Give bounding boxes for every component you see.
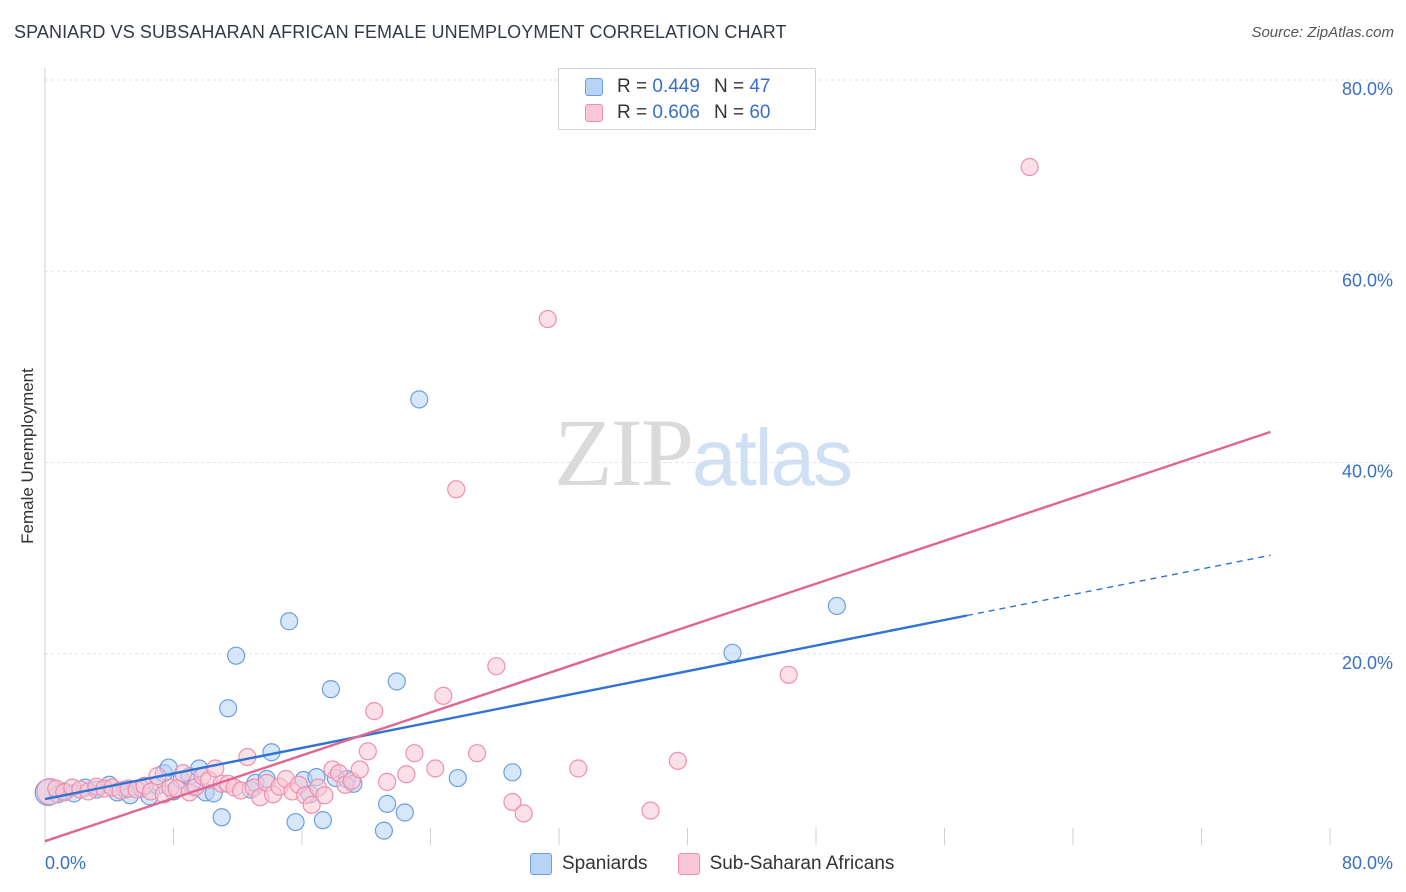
series-legend: Spaniards Sub-Saharan Africans <box>530 852 924 876</box>
subsaharan-point <box>641 801 660 820</box>
chart-title: SPANIARD VS SUBSAHARAN AFRICAN FEMALE UN… <box>14 22 787 42</box>
spaniards-point <box>410 390 429 409</box>
subsaharan-point <box>503 792 522 812</box>
subsaharan-point <box>779 665 798 684</box>
subsaharan-point <box>365 702 384 721</box>
legend-n-label: N = <box>713 76 745 97</box>
spaniards-point <box>219 699 238 718</box>
spaniards-point <box>374 821 394 840</box>
subsaharan-point <box>315 786 334 805</box>
legend-row-subsaharan: R = 0.606 N = 60 <box>585 100 770 126</box>
subsaharan-point <box>397 765 416 784</box>
subsaharan-point <box>467 744 487 763</box>
series-swatch-pink <box>677 853 700 875</box>
spaniards-point <box>503 763 522 782</box>
spaniards-point <box>723 643 742 662</box>
legend-n-label: N = <box>713 102 745 123</box>
spaniards-point <box>313 811 332 830</box>
y-tick-label: 40.0% <box>1342 462 1393 482</box>
x-tick-label: 80.0% <box>1342 853 1393 873</box>
watermark-atlas: atlas <box>692 413 853 502</box>
legend-n-value: 60 <box>749 102 771 123</box>
series-name-subsaharan: Sub-Saharan Africans <box>709 853 895 874</box>
source-credit: Source: ZipAtlas.com <box>1251 24 1394 41</box>
spaniards-point <box>448 768 467 788</box>
spaniards-point <box>395 803 414 822</box>
legend-r-value: 0.606 <box>652 102 700 123</box>
zipatlas-watermark: ZIPatlas <box>554 405 853 502</box>
y-tick-label: 20.0% <box>1342 653 1393 673</box>
subsaharan-point <box>426 759 445 778</box>
legend-row-spaniards: R = 0.449 N = 47 <box>585 74 770 100</box>
subsaharan-point <box>405 744 424 763</box>
spaniards-trendline <box>44 614 968 801</box>
subsaharan-point <box>514 804 533 823</box>
subsaharan-point <box>302 795 321 814</box>
subsaharan-point <box>378 772 397 791</box>
spaniards-point <box>280 612 299 631</box>
spaniards-trendline-extension <box>966 554 1271 617</box>
watermark-zip: ZIP <box>554 399 694 506</box>
subsaharan-point <box>569 759 588 778</box>
spaniards-point <box>227 646 246 665</box>
spaniards-point <box>286 812 305 832</box>
series-swatch-blue <box>530 853 552 875</box>
y-axis-label: Female Unemployment <box>18 368 37 544</box>
x-tick-label: 0.0% <box>45 853 86 873</box>
y-tick-label: 80.0% <box>1342 79 1393 99</box>
subsaharan-point <box>434 686 453 705</box>
subsaharan-point <box>1020 157 1039 177</box>
subsaharan-point <box>358 742 377 761</box>
series-legend-spaniards[interactable]: Spaniards <box>530 853 648 875</box>
subsaharan-trendline <box>44 430 1271 843</box>
legend-swatch-blue <box>585 78 603 96</box>
legend-swatch-pink <box>585 104 603 122</box>
spaniards-point <box>321 680 341 699</box>
series-name-spaniards: Spaniards <box>562 853 648 874</box>
series-legend-subsaharan[interactable]: Sub-Saharan Africans <box>677 853 895 875</box>
subsaharan-point <box>350 760 369 779</box>
legend-r-value: 0.449 <box>652 76 700 97</box>
spaniards-point <box>827 596 846 616</box>
legend-n-value: 47 <box>749 76 771 97</box>
subsaharan-point <box>668 751 687 770</box>
subsaharan-point <box>487 657 506 676</box>
legend-r-label: R = <box>617 76 648 97</box>
subsaharan-point <box>538 309 557 329</box>
y-tick-label: 60.0% <box>1342 270 1393 290</box>
spaniards-point <box>378 794 397 813</box>
spaniards-point <box>387 672 406 691</box>
correlation-legend: R = 0.449 N = 47 R = 0.606 N = 60 <box>558 68 816 130</box>
spaniards-point <box>212 808 231 827</box>
subsaharan-point <box>447 480 466 499</box>
legend-r-label: R = <box>617 102 648 123</box>
subsaharan-point <box>206 759 225 778</box>
